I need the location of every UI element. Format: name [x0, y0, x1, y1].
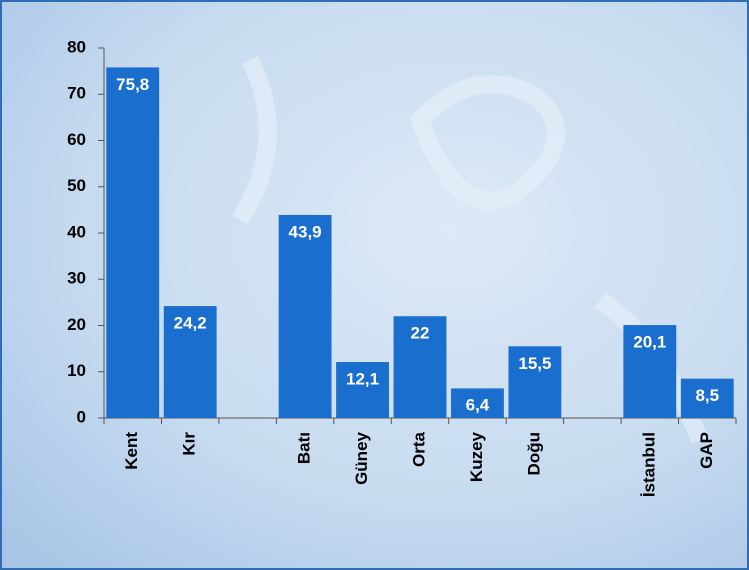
y-tick-label: 20: [67, 315, 86, 334]
value-label: 20,1: [633, 333, 666, 352]
x-tick-label: Kuzey: [467, 431, 486, 482]
x-tick-label: Batı: [295, 432, 314, 464]
value-label: 12,1: [346, 370, 379, 389]
x-tick-label: Güney: [352, 431, 371, 484]
value-label: 8,5: [695, 386, 719, 405]
y-tick-label: 40: [67, 222, 86, 241]
value-label: 22: [411, 324, 430, 343]
x-tick-label: Kent: [122, 432, 141, 470]
value-label: 24,2: [174, 314, 207, 333]
value-label: 43,9: [289, 222, 322, 241]
y-tick-label: 70: [67, 84, 86, 103]
chart: 0 10 20 30 40 50 60 70 80 Kent 75,8 Kır 24,2 Batı 43,9…: [0, 0, 749, 570]
value-label: 6,4: [466, 395, 490, 414]
value-label: 75,8: [116, 75, 149, 94]
x-tick-label: Orta: [409, 431, 428, 467]
y-tick-label: 0: [77, 407, 86, 426]
y-tick-label: 30: [67, 269, 86, 288]
bar: [106, 67, 159, 418]
x-tick-label: GAP: [697, 432, 716, 469]
y-tick-label: 60: [67, 130, 86, 149]
x-tick-label: Kır: [180, 432, 199, 456]
y-tick-label: 80: [67, 37, 86, 56]
x-tick-label: İstanbul: [639, 432, 658, 497]
x-tick-label: Doğu: [524, 432, 543, 475]
bar: [279, 215, 332, 418]
y-tick-label: 50: [67, 176, 86, 195]
y-tick-label: 10: [67, 361, 86, 380]
value-label: 15,5: [518, 354, 551, 373]
